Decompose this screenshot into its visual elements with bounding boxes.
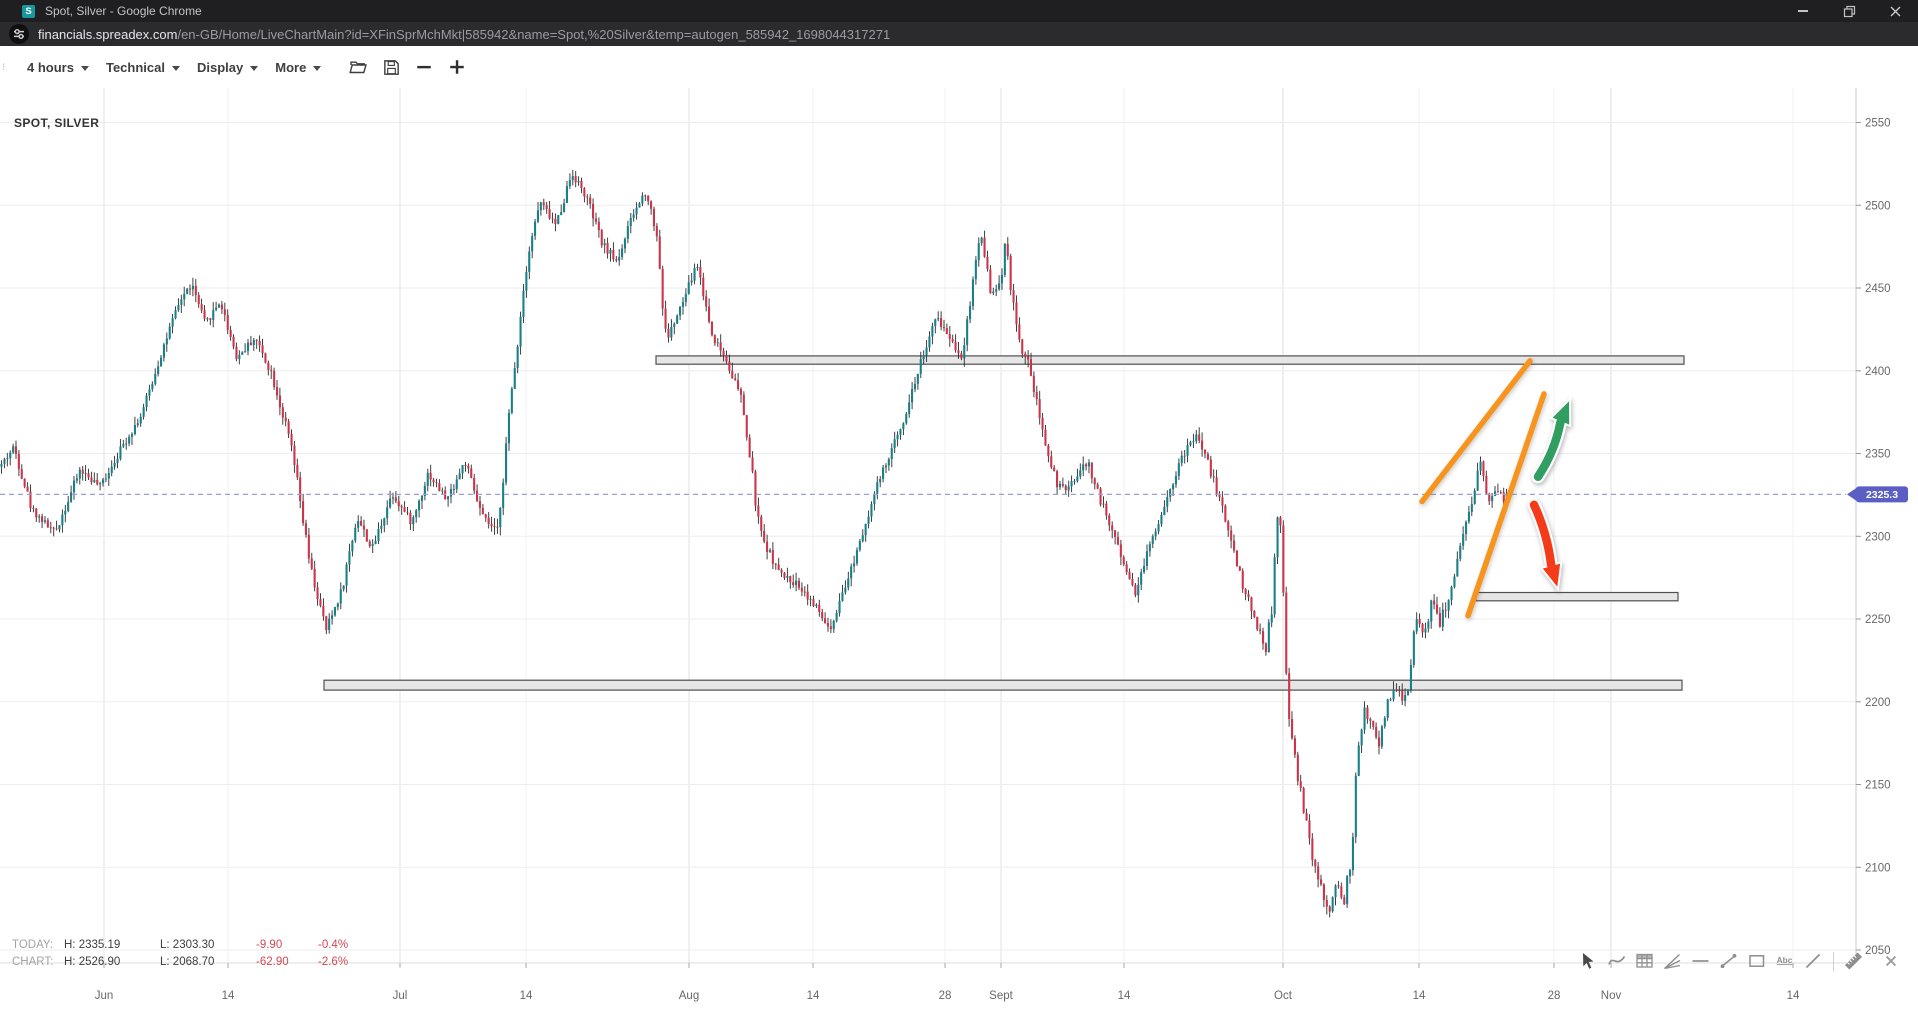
current-price-badge: 2325.3 <box>1847 486 1908 503</box>
svg-text:28: 28 <box>939 990 952 1002</box>
chevron-down-icon <box>250 65 259 71</box>
diagonal-line-tool-icon[interactable] <box>1802 951 1823 972</box>
stats-row-today: TODAY: H: 2335.19 L: 2303.30 -9.90 -0.4% <box>12 936 382 953</box>
zoom-in-icon[interactable] <box>446 56 468 78</box>
stats-label: TODAY: <box>12 938 54 951</box>
drawing-toolbar: Abc <box>1578 948 1908 974</box>
minimize-icon <box>1798 10 1808 12</box>
more-dropdown-label: More <box>275 59 307 75</box>
down-arrow-annotation[interactable] <box>1527 498 1563 592</box>
svg-text:2300: 2300 <box>1865 531 1891 543</box>
horizontal-line-tool-icon[interactable] <box>1690 951 1711 972</box>
trend-line-tool-icon[interactable] <box>1718 951 1739 972</box>
restore-button[interactable] <box>1826 0 1872 22</box>
chart-high: H: 2526.90 <box>64 955 121 968</box>
svg-text:2500: 2500 <box>1865 200 1891 212</box>
today-low: L: 2303.30 <box>160 938 215 951</box>
url-text: financials.spreadex.com/en-GB/Home/LiveC… <box>38 27 890 42</box>
price-axis[interactable]: 2550 2500 2450 2400 2350 2300 2250 2200 2150 2100… <box>1855 88 1891 963</box>
chevron-down-icon <box>171 65 180 71</box>
candlesticks <box>0 169 1508 918</box>
stats-row-chart: CHART: H: 2526.90 L: 2068.70 -62.90 -2.6… <box>12 953 382 970</box>
svg-text:14: 14 <box>520 990 533 1002</box>
window-title: Spot, Silver - Google Chrome <box>45 4 202 18</box>
site-favicon: S <box>22 4 35 18</box>
svg-text:14: 14 <box>1413 990 1426 1002</box>
curve-tool-icon[interactable] <box>1606 951 1627 972</box>
trendline-annotations[interactable] <box>1419 358 1547 619</box>
text-tool-icon[interactable]: Abc <box>1774 951 1795 972</box>
today-high: H: 2335.19 <box>64 938 121 951</box>
symbol-label: SPOT, SILVER <box>14 116 100 130</box>
today-change-pct: -0.4% <box>318 938 349 951</box>
svg-text:2450: 2450 <box>1865 283 1891 295</box>
chart-low: L: 2068.70 <box>160 955 215 968</box>
svg-text:2350: 2350 <box>1865 449 1891 461</box>
site-settings-icon[interactable] <box>9 24 29 44</box>
svg-text:Jul: Jul <box>393 990 408 1002</box>
zoom-out-icon[interactable] <box>413 56 435 78</box>
svg-text:Jun: Jun <box>95 990 114 1002</box>
svg-text:Nov: Nov <box>1601 990 1622 1002</box>
drag-handle[interactable]: ⁝ <box>2 61 6 73</box>
ruler-tool-icon[interactable] <box>1843 951 1864 972</box>
svg-text:2050: 2050 <box>1865 945 1891 957</box>
gridlines <box>0 88 1856 963</box>
toolbar-icon-group <box>347 56 479 78</box>
svg-text:2100: 2100 <box>1865 862 1891 874</box>
technical-dropdown-label: Technical <box>105 59 165 75</box>
stats-label: CHART: <box>12 955 54 968</box>
close-button[interactable] <box>1872 0 1918 22</box>
toolbar-divider <box>1833 951 1834 971</box>
timeframe-dropdown[interactable]: 4 hours <box>27 60 89 75</box>
close-icon <box>1890 6 1900 16</box>
svg-text:Aug: Aug <box>679 990 699 1002</box>
svg-text:Abc: Abc <box>1777 955 1793 965</box>
chevron-down-icon <box>313 65 322 71</box>
address-bar[interactable]: financials.spreadex.com/en-GB/Home/LiveC… <box>0 22 1918 46</box>
svg-text:28: 28 <box>1548 990 1561 1002</box>
display-dropdown-label: Display <box>196 59 244 75</box>
chevron-down-icon <box>80 65 89 71</box>
window-titlebar: S Spot, Silver - Google Chrome <box>0 0 1918 22</box>
svg-text:Sept: Sept <box>989 990 1013 1002</box>
svg-text:2400: 2400 <box>1865 366 1891 378</box>
window-controls <box>1780 0 1918 22</box>
technical-dropdown[interactable]: Technical <box>106 60 180 75</box>
timeframe-dropdown-label: 4 hours <box>27 59 74 75</box>
rectangle-tool-icon[interactable] <box>1746 951 1767 972</box>
support-resistance-zones[interactable] <box>323 355 1685 691</box>
display-dropdown[interactable]: Display <box>196 59 259 75</box>
today-change: -9.90 <box>256 938 283 951</box>
chart-change: -62.90 <box>256 955 289 968</box>
chart-change-pct: -2.6% <box>318 955 349 968</box>
open-folder-icon[interactable] <box>347 56 369 78</box>
svg-text:14: 14 <box>1118 990 1131 1002</box>
svg-text:2150: 2150 <box>1865 780 1891 792</box>
time-axis[interactable]: Jun 14 Jul 14 Aug 14 28 Sept 14 Oct 14 28 Nov 14 <box>0 962 1856 1002</box>
svg-text:2250: 2250 <box>1865 614 1891 626</box>
chart-toolbar: ⁝ 4 hours Technical Display More <box>0 46 1918 88</box>
svg-text:Oct: Oct <box>1274 990 1293 1002</box>
svg-text:14: 14 <box>222 990 235 1002</box>
cursor-tool-icon[interactable] <box>1578 951 1599 972</box>
up-arrow-annotation[interactable] <box>1531 396 1572 484</box>
more-dropdown[interactable]: More <box>275 59 322 75</box>
svg-text:2200: 2200 <box>1865 697 1891 709</box>
close-drawing-toolbar-icon[interactable] <box>1880 951 1901 972</box>
fan-lines-tool-icon[interactable] <box>1662 951 1683 972</box>
svg-text:2325.3: 2325.3 <box>1866 489 1898 501</box>
url-domain: financials.spreadex.com <box>38 26 178 42</box>
grid-table-tool-icon[interactable] <box>1634 951 1655 972</box>
svg-text:2550: 2550 <box>1865 118 1891 130</box>
url-path: /en-GB/Home/LiveChartMain?id=XFinSprMchM… <box>177 26 891 42</box>
svg-text:14: 14 <box>807 990 820 1002</box>
price-stats: TODAY: H: 2335.19 L: 2303.30 -9.90 -0.4%… <box>12 936 382 970</box>
minimize-button[interactable] <box>1780 0 1826 22</box>
svg-text:14: 14 <box>1787 990 1800 1002</box>
save-icon[interactable] <box>380 56 402 78</box>
restore-icon <box>1843 5 1855 17</box>
